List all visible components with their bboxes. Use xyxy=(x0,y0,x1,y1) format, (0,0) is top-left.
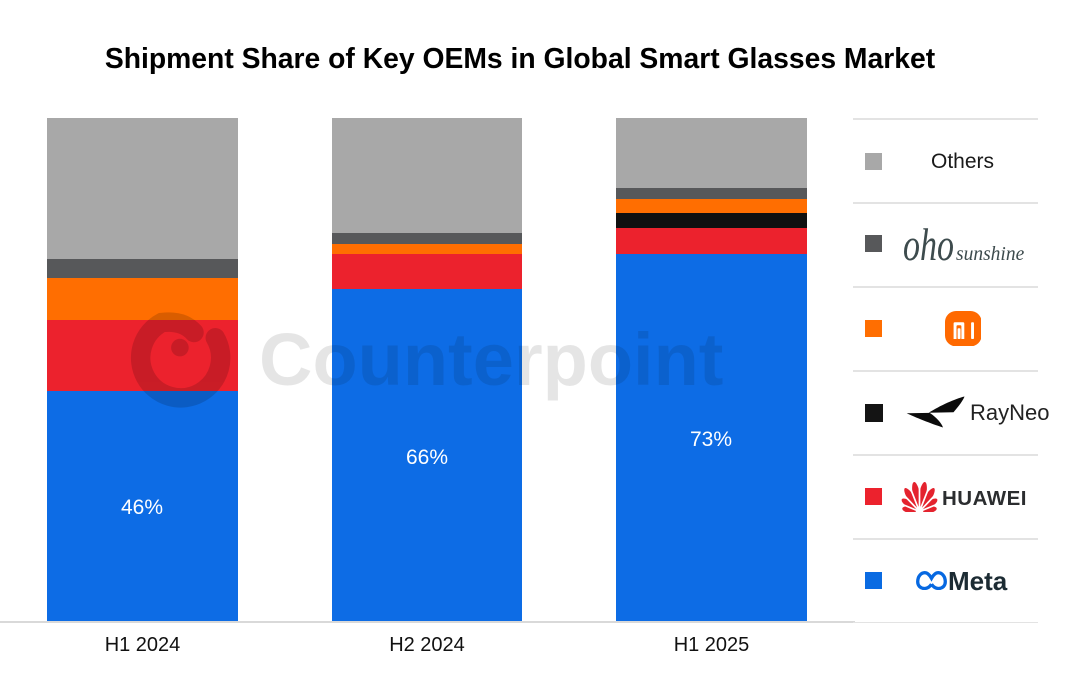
svg-text:Counterpoint: Counterpoint xyxy=(259,318,723,401)
